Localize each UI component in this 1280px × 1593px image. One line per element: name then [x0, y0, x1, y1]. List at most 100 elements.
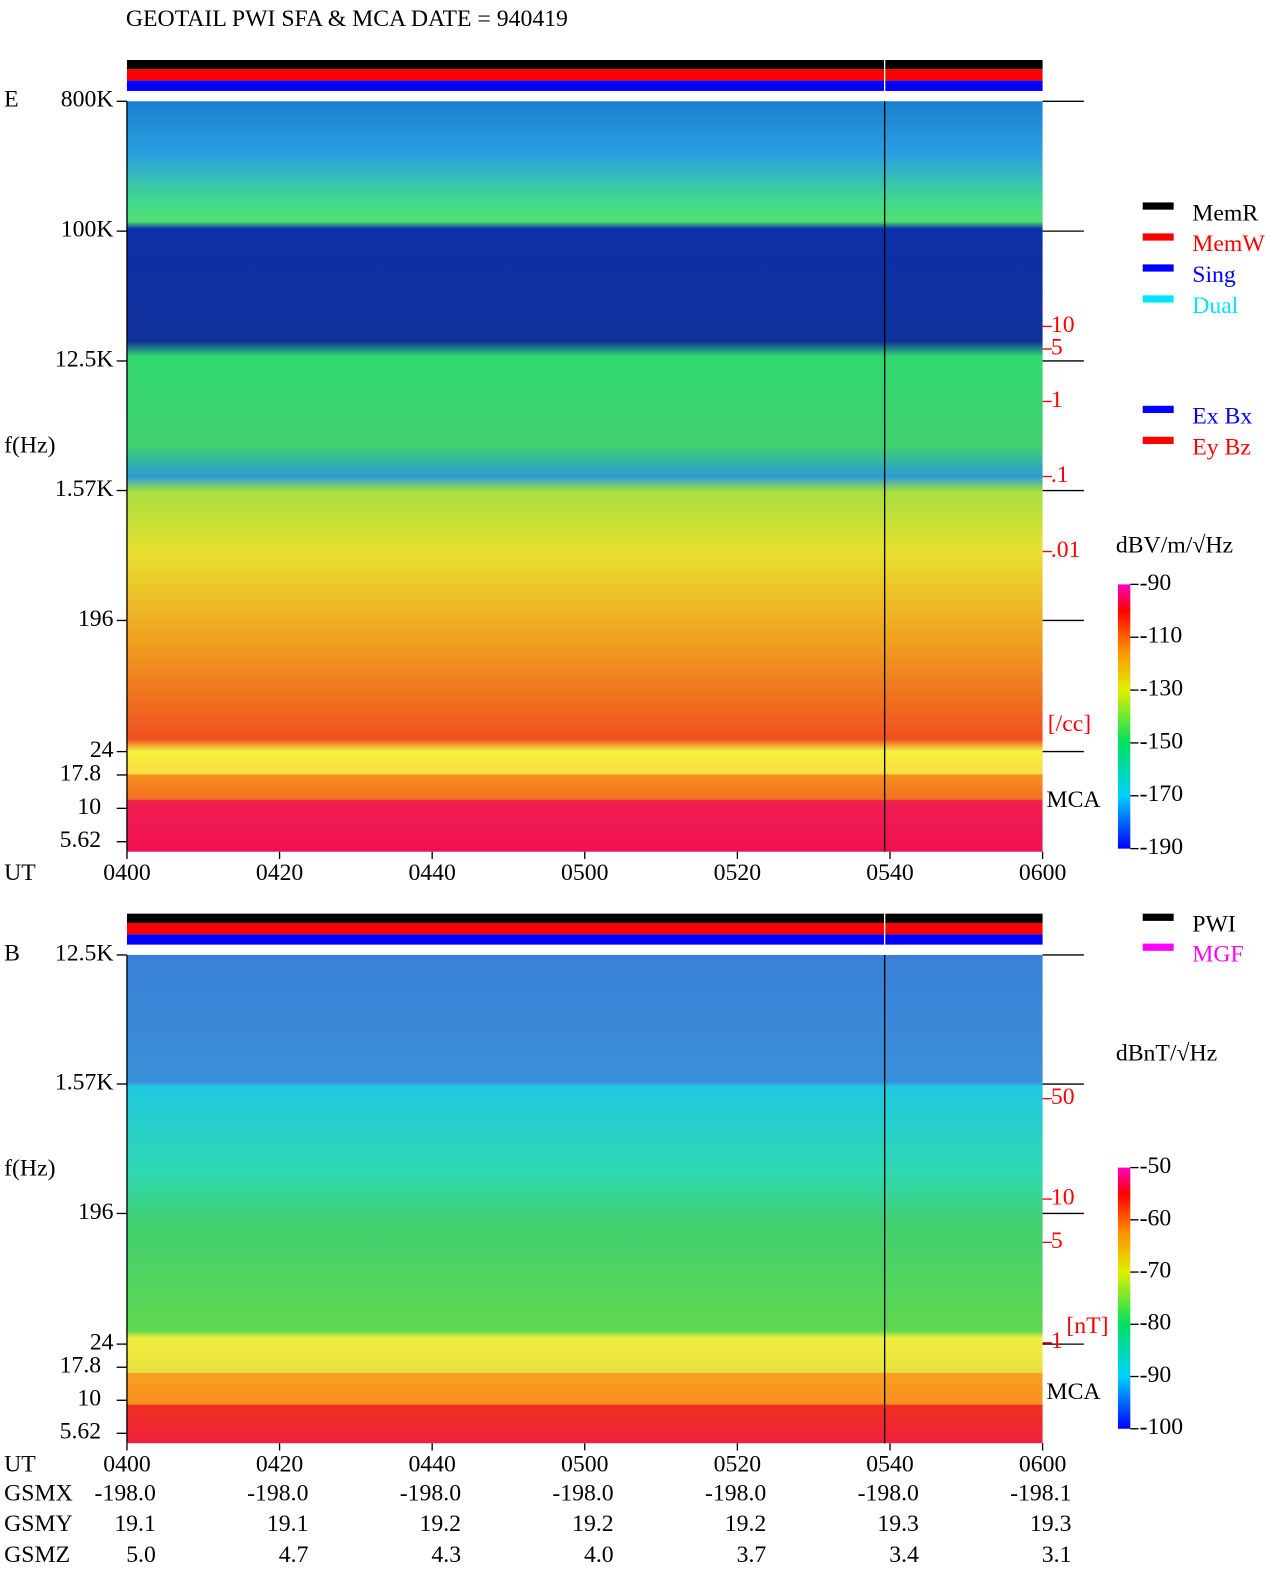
mode-bar	[126, 922, 1043, 935]
y-axis-label: f(Hz)	[4, 1156, 55, 1182]
legend-swatch	[1142, 202, 1174, 210]
x-tick-label: 0420	[256, 1451, 303, 1477]
orbit-value: 19.3	[1030, 1511, 1072, 1537]
y-tick-label: 1.57K	[55, 1069, 114, 1095]
legend-swatch	[1142, 436, 1174, 444]
orbit-value: 3.4	[889, 1542, 919, 1568]
orbit-value: 3.1	[1042, 1542, 1072, 1568]
y-tick-label: 800K	[61, 87, 114, 113]
orbit-value: 4.0	[584, 1542, 614, 1568]
colorbar	[1117, 1167, 1131, 1429]
y2-tick-label: 1	[1051, 387, 1063, 413]
x-tick-label: 0520	[714, 1451, 761, 1477]
colorbar-tick-label: -150	[1140, 728, 1184, 754]
colorbar-label: dBV/m/√Hz	[1116, 533, 1233, 559]
legend-label: PWI	[1192, 912, 1236, 938]
spectrogram	[126, 101, 1043, 852]
mode-bar	[126, 934, 1043, 945]
y2-tick-label: 50	[1051, 1084, 1075, 1110]
y2-tick-label: .1	[1051, 462, 1069, 488]
y-axis-label: f(Hz)	[4, 433, 55, 459]
y-tick-label: 196	[78, 1199, 114, 1225]
legend-label: Ey Bz	[1192, 435, 1251, 461]
x-tick-label: 0520	[714, 860, 761, 886]
legend-label: Ex Bx	[1192, 404, 1252, 430]
mca-tick-label: 5.62	[60, 1419, 102, 1445]
colorbar-tick-label: -90	[1140, 1362, 1172, 1388]
orbit-value: 19.2	[420, 1511, 462, 1537]
orbit-value: 19.2	[725, 1511, 767, 1537]
orbit-value: 5.0	[126, 1542, 156, 1568]
orbit-label: GSMX	[4, 1480, 73, 1506]
y2-tick-label: 5	[1051, 1228, 1063, 1254]
x-tick-label: 0440	[408, 860, 455, 886]
y-tick-label: 12.5K	[55, 346, 114, 372]
title: GEOTAIL PWI SFA & MCA DATE = 940419	[126, 6, 568, 32]
orbit-label: GSMY	[4, 1511, 73, 1537]
panel-label: E	[4, 87, 19, 113]
x-tick-label: 0540	[866, 860, 913, 886]
y2-tick-label: .01	[1051, 537, 1081, 563]
y-tick-label: 24	[90, 1330, 114, 1356]
orbit-value: 19.1	[267, 1511, 309, 1537]
legend-label: Dual	[1192, 293, 1239, 319]
x-axis-label: UT	[4, 1451, 36, 1477]
y2-unit: [nT]	[1066, 1313, 1108, 1339]
x-tick-label: 0420	[256, 860, 303, 886]
legend-label: MemR	[1192, 200, 1258, 226]
colorbar-tick-label: -170	[1140, 781, 1184, 807]
mca-tick-label: 17.8	[60, 1353, 102, 1379]
x-tick-label: 0400	[103, 1451, 150, 1477]
y2-tick-label: 10	[1051, 312, 1075, 338]
orbit-value: 19.2	[572, 1511, 614, 1537]
colorbar	[1117, 584, 1131, 849]
x-tick-label: 0600	[1019, 860, 1066, 886]
y-tick-label: 196	[78, 606, 114, 632]
orbit-label: GSMZ	[4, 1542, 70, 1568]
colorbar-tick-label: -70	[1140, 1258, 1172, 1284]
y2-tick-label: 10	[1051, 1185, 1075, 1211]
orbit-value: -198.0	[552, 1480, 613, 1506]
colorbar-label: dBnT/√Hz	[1116, 1041, 1217, 1067]
mode-bar	[126, 913, 1043, 923]
colorbar-tick-label: -90	[1140, 570, 1172, 596]
x-tick-label: 0500	[561, 860, 608, 886]
orbit-value: 4.3	[431, 1542, 461, 1568]
legend-swatch	[1142, 405, 1174, 414]
orbit-value: -198.0	[858, 1480, 919, 1506]
y-tick-label: 12.5K	[55, 940, 114, 966]
x-tick-label: 0400	[103, 860, 150, 886]
legend-swatch	[1142, 913, 1174, 921]
x-tick-label: 0600	[1019, 1451, 1066, 1477]
orbit-value: 19.1	[114, 1511, 156, 1537]
legend-swatch	[1142, 943, 1174, 951]
colorbar-tick-label: -100	[1140, 1414, 1184, 1440]
mca-label: MCA	[1047, 1379, 1101, 1405]
colorbar-tick-label: -110	[1140, 623, 1183, 649]
legend-swatch	[1142, 295, 1174, 303]
y2-unit: [/cc]	[1048, 711, 1091, 737]
legend-swatch	[1142, 264, 1174, 272]
orbit-value: -198.0	[400, 1480, 461, 1506]
colorbar-tick-label: -130	[1140, 676, 1184, 702]
orbit-value: 19.3	[877, 1511, 919, 1537]
legend-label: Sing	[1192, 262, 1236, 288]
mode-bar	[126, 59, 1043, 70]
orbit-value: -198.0	[705, 1480, 766, 1506]
mca-tick-label: 10	[77, 794, 101, 820]
colorbar-tick-label: -60	[1140, 1205, 1172, 1231]
y-tick-label: 24	[90, 737, 114, 763]
y2-tick-label: 1	[1051, 1328, 1063, 1354]
orbit-value: -198.0	[247, 1480, 308, 1506]
colorbar-tick-label: -50	[1140, 1153, 1172, 1179]
colorbar-tick-label: -80	[1140, 1310, 1172, 1336]
x-tick-label: 0440	[408, 1451, 455, 1477]
orbit-value: 3.7	[737, 1542, 767, 1568]
orbit-value: -198.1	[1010, 1480, 1071, 1506]
y2-tick-label: 5	[1051, 334, 1063, 360]
y-tick-label: 1.57K	[55, 476, 114, 502]
panel-label: B	[4, 940, 20, 966]
spectrogram	[126, 954, 1043, 1444]
mode-bar	[126, 69, 1043, 81]
